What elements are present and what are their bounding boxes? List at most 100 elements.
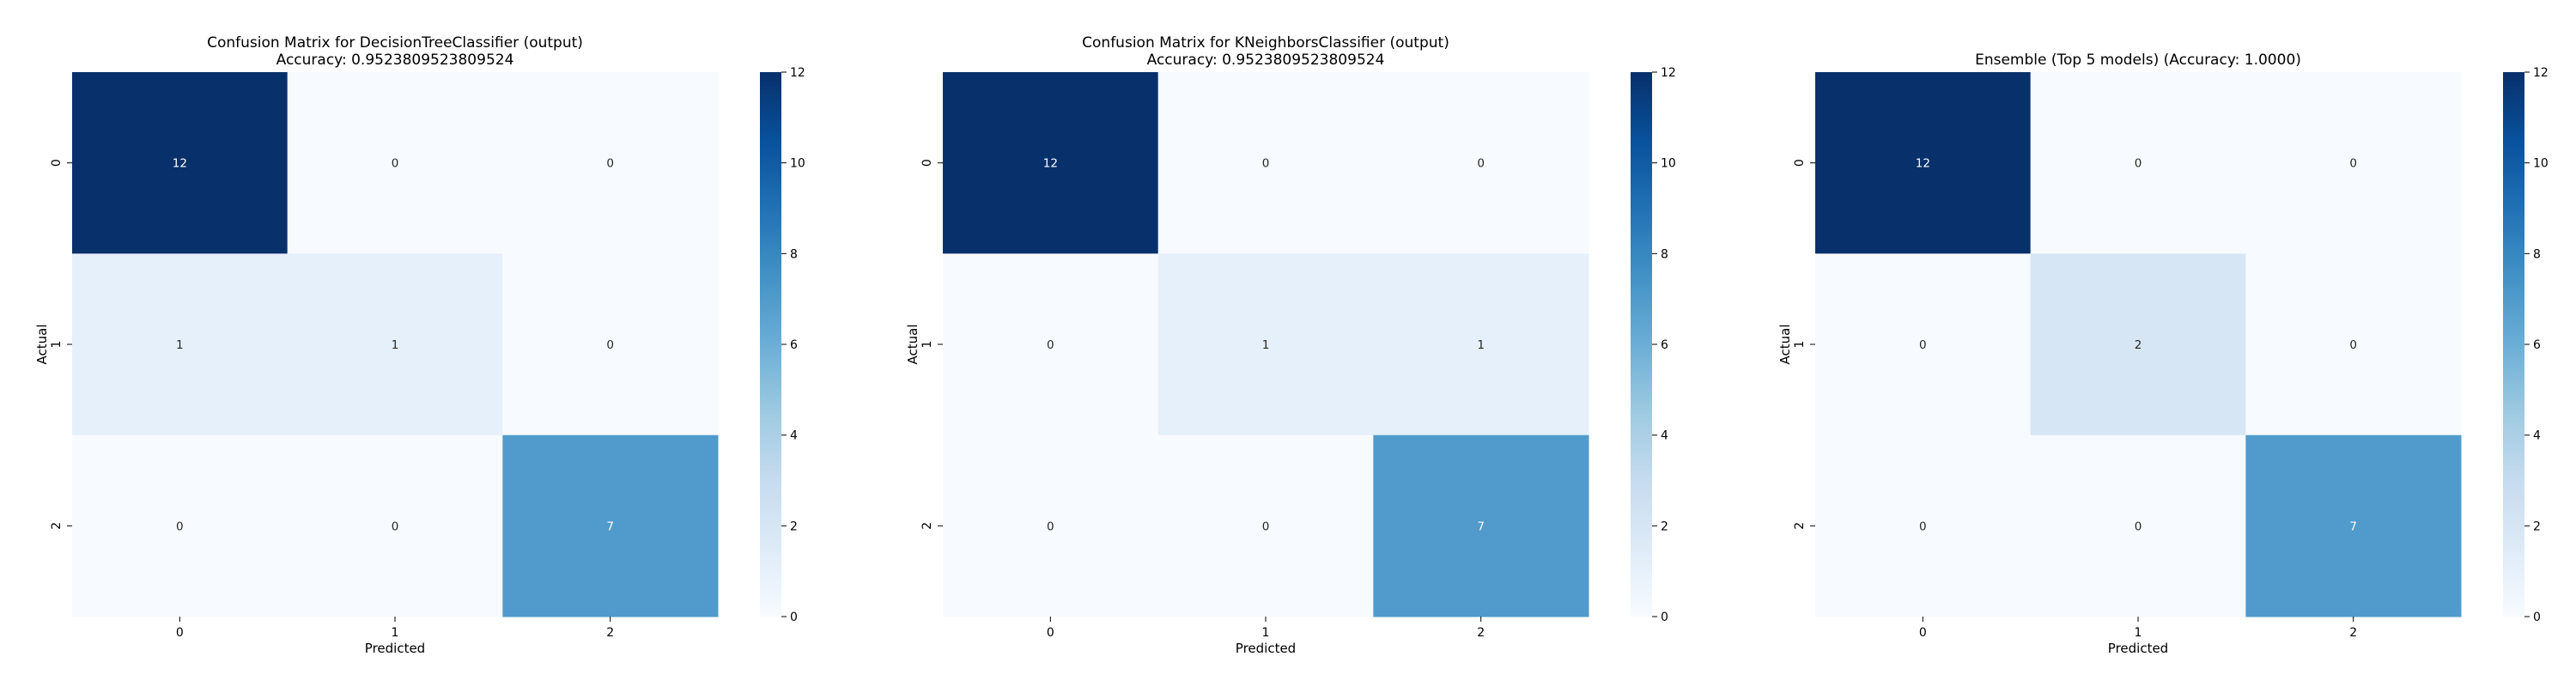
cell-value-label: 7	[606, 520, 614, 533]
confusion-matrix-panel-0: 12 0 01 1 00 0 70 1 2012PredictedActualConfusion…	[34, 34, 805, 656]
colorbar-tick-label: 4	[790, 429, 798, 443]
colorbar-tick-label: 8	[2533, 247, 2541, 261]
heatmap-cell-r1-c1	[2030, 253, 2246, 436]
cell-value-label: 12	[1043, 157, 1058, 171]
colorbar-tick-label: 8	[790, 247, 798, 261]
heatmap-cell-r1-c2	[2245, 253, 2462, 436]
chart-title: Ensemble (Top 5 models) (Accuracy: 1.000…	[1975, 52, 2301, 69]
colorbar-tick-label: 12	[790, 66, 805, 80]
x-tick-label: 2	[606, 626, 614, 640]
x-tick-label: 1	[1262, 626, 1270, 640]
cell-value-label: 0	[606, 338, 614, 352]
heatmap-cell-r1-c1	[287, 253, 503, 436]
cell-value-label: 1	[1477, 338, 1485, 352]
cell-value-label: 2	[2135, 338, 2142, 352]
cell-value-label: 7	[1477, 520, 1485, 533]
cell-value-label: 0	[1477, 157, 1485, 171]
colorbar-tick-label: 6	[1661, 338, 1668, 352]
heatmap-cell-r0-c0	[1815, 72, 2032, 254]
x-tick-label: 2	[2349, 626, 2357, 640]
cell-value-label: 0	[1047, 338, 1054, 352]
y-tick-label: 1	[1793, 341, 1807, 349]
cell-value-label: 12	[173, 157, 187, 171]
cell-value-label: 12	[1916, 157, 1930, 171]
cell-value-label: 0	[392, 520, 399, 533]
cell-value-label: 0	[176, 520, 184, 533]
cell-value-label: 0	[2349, 157, 2357, 171]
colorbar-tick-label: 10	[2533, 157, 2549, 171]
chart-subtitle: Accuracy: 0.9523809523809524	[276, 52, 514, 69]
cell-value-label: 1	[176, 338, 184, 352]
cell-value-label: 0	[606, 157, 614, 171]
heatmap-cell-r1-c1	[1157, 253, 1374, 436]
heatmap-cell-r0-c1	[2030, 72, 2246, 254]
heatmap-cell-r1-c0	[72, 253, 289, 436]
y-tick-label: 0	[920, 159, 934, 167]
y-tick-label: 0	[50, 159, 64, 167]
colorbar-tick-label: 12	[2533, 66, 2549, 80]
x-tick-label: 0	[176, 626, 184, 640]
cell-value-label: 0	[1919, 520, 1927, 533]
cell-value-label: 0	[2349, 338, 2357, 352]
cell-value-label: 1	[1262, 338, 1270, 352]
x-axis-label: Predicted	[2108, 641, 2168, 656]
heatmap-cell-r2-c2	[502, 435, 719, 617]
x-tick-label: 0	[1047, 626, 1054, 640]
cell-value-label: 0	[2135, 520, 2142, 533]
colorbar-tick-label: 4	[2533, 429, 2541, 443]
y-axis-label: Actual	[34, 325, 50, 365]
cell-value-label: 0	[1262, 157, 1270, 171]
y-tick-label: 2	[920, 522, 934, 530]
colorbar-tick-label: 2	[2533, 520, 2541, 533]
colorbar-tick-label: 12	[1661, 66, 1676, 80]
x-tick-label: 2	[1477, 626, 1485, 640]
y-tick-label: 2	[50, 522, 64, 530]
y-tick-label: 1	[50, 341, 64, 349]
cell-value-label: 0	[392, 157, 399, 171]
heatmap-cell-r0-c0	[72, 72, 289, 254]
colorbar-tick-label: 0	[790, 611, 798, 624]
colorbar-tick-label: 6	[2533, 338, 2541, 352]
heatmap-cell-r1-c2	[502, 253, 719, 436]
colorbar	[760, 72, 781, 617]
colorbar-tick-label: 8	[1661, 247, 1668, 261]
heatmap-cell-r1-c0	[1815, 253, 2032, 436]
colorbar-tick-label: 6	[790, 338, 798, 352]
cell-value-label: 1	[392, 338, 399, 352]
colorbar-tick-label: 0	[2533, 611, 2541, 624]
x-tick-label: 0	[1919, 626, 1927, 640]
heatmap-cell-r0-c1	[1157, 72, 1374, 254]
colorbar-tick-label: 2	[790, 520, 798, 533]
y-axis-label: Actual	[1777, 325, 1793, 365]
heatmap-cell-r0-c2	[1373, 72, 1589, 254]
colorbar	[2503, 72, 2524, 617]
heatmap-cell-r2-c0	[943, 435, 1159, 617]
y-tick-label: 2	[1793, 522, 1807, 530]
heatmap-cell-r0-c2	[502, 72, 719, 254]
x-tick-label: 1	[2135, 626, 2142, 640]
chart-subtitle: Accuracy: 0.9523809523809524	[1147, 52, 1385, 69]
confusion-matrix-panel-1: 12 0 00 1 10 0 70 1 2012PredictedActualConfusion…	[905, 34, 1676, 656]
cell-value-label: 0	[1919, 338, 1927, 352]
x-axis-label: Predicted	[1236, 641, 1296, 656]
heatmap-cell-r1-c0	[943, 253, 1159, 436]
heatmap-cell-r2-c1	[1157, 435, 1374, 617]
x-tick-label: 1	[392, 626, 399, 640]
colorbar-tick-label: 2	[1661, 520, 1668, 533]
heatmap-cell-r0-c2	[2245, 72, 2462, 254]
heatmap-cell-r0-c1	[287, 72, 503, 254]
y-axis-label: Actual	[905, 325, 920, 365]
cell-value-label: 0	[1262, 520, 1270, 533]
confusion-matrix-panel-2: 12 0 00 2 00 0 70 1 2012PredictedActualEnsemble …	[1777, 52, 2549, 656]
heatmap-cell-r2-c0	[72, 435, 289, 617]
heatmap-cell-r2-c1	[287, 435, 503, 617]
heatmap-cell-r0-c0	[943, 72, 1159, 254]
heatmap-cell-r2-c0	[1815, 435, 2032, 617]
cell-value-label: 0	[2135, 157, 2142, 171]
cell-value-label: 7	[2349, 520, 2357, 533]
colorbar-tick-label: 0	[1661, 611, 1668, 624]
heatmap-cell-r2-c2	[1373, 435, 1589, 617]
chart-title: Confusion Matrix for KNeighborsClassifie…	[1082, 34, 1449, 52]
y-tick-label: 0	[1793, 159, 1807, 167]
